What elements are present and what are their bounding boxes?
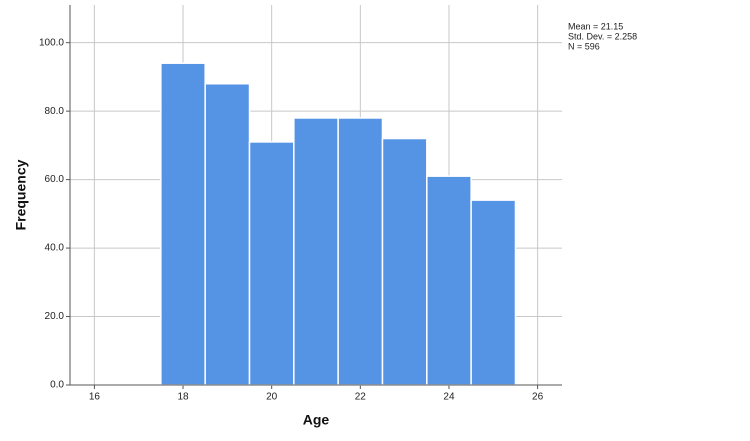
- bar: [337, 117, 384, 386]
- y-tick-label: 20.0: [45, 311, 65, 322]
- x-tick-label: 24: [443, 392, 455, 403]
- x-axis-title: Age: [303, 412, 330, 428]
- y-axis-title: Frequency: [13, 159, 29, 230]
- y-tick-label: 60.0: [45, 174, 65, 185]
- y-tick-label: 80.0: [45, 106, 65, 117]
- x-tick-label: 26: [532, 392, 544, 403]
- x-tick-label: 20: [266, 392, 278, 403]
- bar: [248, 141, 295, 386]
- bar: [381, 137, 428, 386]
- x-tick-label: 18: [177, 392, 189, 403]
- stats-annotation: N = 596: [568, 41, 600, 51]
- bar: [470, 199, 517, 386]
- y-tick-label: 40.0: [45, 243, 65, 254]
- bar: [293, 117, 339, 386]
- x-tick-label: 16: [89, 392, 101, 403]
- bar: [204, 82, 251, 386]
- x-tick-label: 22: [355, 392, 367, 403]
- y-tick-label: 0.0: [50, 380, 64, 391]
- bar: [160, 62, 206, 386]
- bar: [426, 175, 472, 386]
- y-tick-label: 100.0: [39, 37, 64, 48]
- stats-annotation: Mean = 21.15: [568, 21, 623, 31]
- stats-annotation: Std. Dev. = 2.258: [568, 31, 637, 41]
